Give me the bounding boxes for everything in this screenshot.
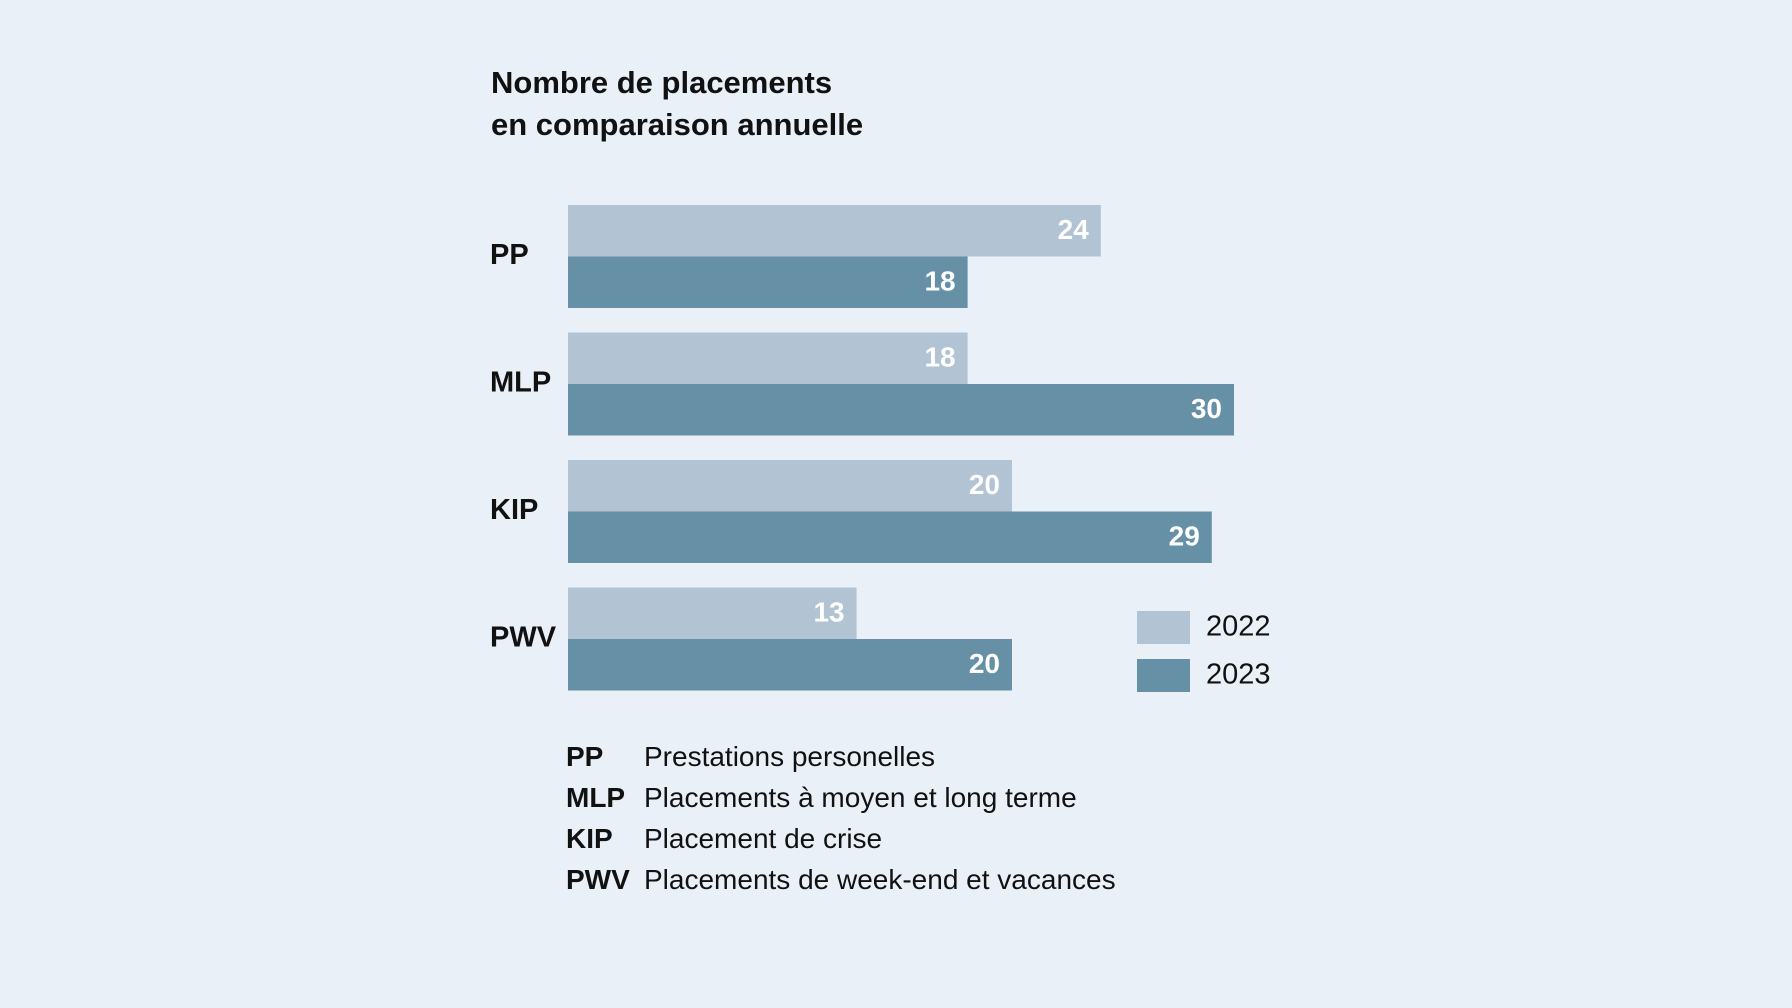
bar-pp-2022 bbox=[568, 205, 1101, 257]
abbreviation-row-pwv: PWV Placements de week-end et vacances bbox=[566, 859, 1116, 900]
category-label-kip: KIP bbox=[490, 494, 538, 526]
chart-title: Nombre de placements en comparaison annu… bbox=[491, 62, 863, 146]
bar-kip-2022 bbox=[568, 460, 1012, 512]
bar-pwv-2023 bbox=[568, 639, 1012, 691]
legend-swatch-2022 bbox=[1137, 611, 1190, 644]
legend-label-2023: 2023 bbox=[1206, 659, 1271, 691]
bar-value-kip-2023: 29 bbox=[1169, 521, 1200, 552]
bar-value-pwv-2023: 20 bbox=[969, 648, 1000, 679]
abbreviation-code: PWV bbox=[566, 863, 630, 895]
bar-value-pp-2023: 18 bbox=[924, 266, 955, 297]
legend-swatch-2023 bbox=[1137, 659, 1190, 692]
abbreviation-row-mlp: MLP Placements à moyen et long terme bbox=[566, 777, 1116, 818]
bar-mlp-2022 bbox=[568, 332, 968, 384]
bar-pp-2023 bbox=[568, 256, 968, 308]
bar-value-kip-2022: 20 bbox=[969, 469, 1000, 500]
category-label-mlp: MLP bbox=[490, 367, 551, 399]
bar-value-pwv-2022: 13 bbox=[813, 597, 844, 628]
abbreviation-list: PP Prestations personelles MLP Placements à… bbox=[566, 736, 1116, 900]
chart-title-line-1: Nombre de placements bbox=[491, 65, 833, 100]
abbreviation-code: KIP bbox=[566, 822, 613, 854]
abbreviation-text: Placement de crise bbox=[644, 822, 883, 854]
bar-pwv-2022 bbox=[568, 587, 857, 639]
bar-mlp-2023 bbox=[568, 384, 1234, 436]
abbreviation-text: Prestations personelles bbox=[644, 740, 936, 772]
chart-title-line-2: en comparaison annuelle bbox=[491, 107, 864, 142]
abbreviation-text: Placements à moyen et long terme bbox=[644, 781, 1077, 813]
bar-value-mlp-2023: 30 bbox=[1191, 393, 1222, 424]
bar-value-pp-2022: 24 bbox=[1058, 214, 1090, 245]
abbreviation-row-kip: KIP Placement de crise bbox=[566, 818, 1116, 859]
abbreviation-text: Placements de week-end et vacances bbox=[644, 863, 1116, 895]
bar-value-mlp-2022: 18 bbox=[924, 342, 955, 373]
abbreviation-code: PP bbox=[566, 740, 604, 772]
category-label-pp: PP bbox=[490, 239, 529, 271]
category-label-pwv: PWV bbox=[490, 622, 557, 654]
abbreviation-row-pp: PP Prestations personelles bbox=[566, 736, 1116, 777]
legend-label-2022: 2022 bbox=[1206, 611, 1271, 643]
bar-kip-2023 bbox=[568, 511, 1212, 563]
abbreviation-code: MLP bbox=[566, 781, 626, 813]
